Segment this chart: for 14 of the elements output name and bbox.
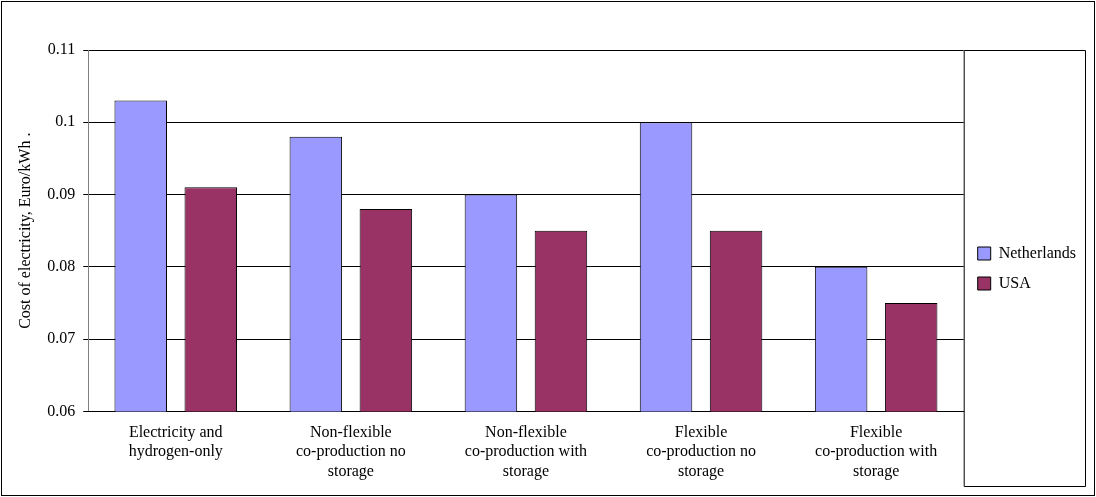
y-tick-label: 0.11 (47, 40, 76, 58)
y-tick-label: 0.06 (47, 401, 76, 419)
x-tick-label: Non-flexible co-production no storage (295, 423, 406, 480)
x-tick-label: Flexible co-production with storage (815, 423, 938, 480)
x-tick-label: Electricity and hydrogen-only (128, 423, 223, 461)
y-tick-label: 0.09 (47, 184, 76, 202)
y-tick-label: 0.1 (55, 112, 76, 130)
legend-label: Netherlands (998, 243, 1077, 261)
x-tick-label: Non-flexible co-production with storage (464, 423, 588, 480)
y-tick-label: 0.08 (47, 257, 76, 275)
x-tick-label: Flexible co-production no storage (646, 423, 756, 480)
y-tick-label: 0.07 (47, 329, 76, 347)
y-axis-title: Cost of electricity, Euro/kWh . (15, 132, 34, 329)
legend-label: USA (998, 273, 1032, 291)
